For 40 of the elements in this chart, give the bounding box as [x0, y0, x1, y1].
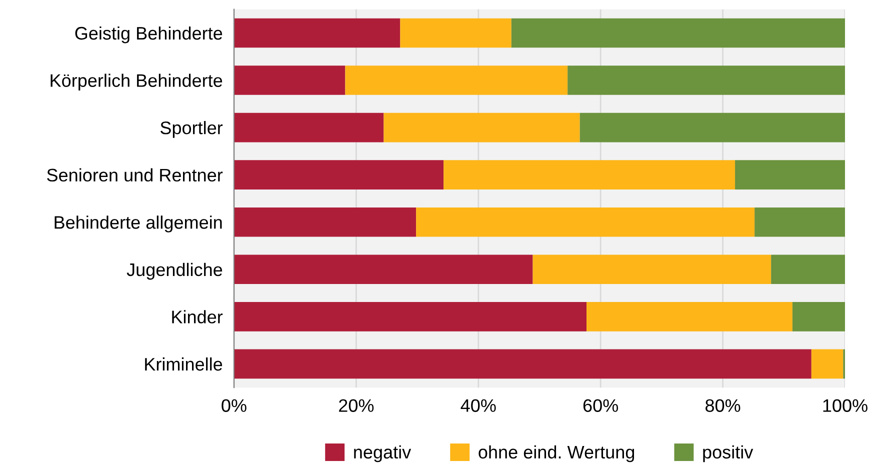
bar	[234, 112, 384, 142]
bar	[234, 349, 812, 379]
bar	[511, 18, 845, 48]
x-tick-label: 100%	[823, 399, 868, 412]
bar	[400, 18, 512, 48]
bar	[234, 160, 444, 190]
bar	[532, 254, 772, 284]
bar	[580, 112, 845, 142]
bar	[735, 160, 845, 190]
bar	[792, 302, 845, 332]
legend-label: ohne eind. Wertung	[478, 445, 634, 462]
bar	[568, 66, 845, 95]
x-tick-label: 0%	[222, 399, 246, 412]
y-tick-label: Geistig Behinderte	[75, 26, 222, 44]
y-tick-label: Jugendliche	[126, 262, 222, 280]
bar	[345, 66, 568, 95]
y-tick-label: Kriminelle	[145, 357, 222, 371]
bar	[234, 254, 533, 284]
legend-label: positiv	[703, 445, 754, 462]
bar	[771, 254, 845, 284]
x-tick-label: 20%	[339, 399, 374, 412]
bar	[444, 160, 736, 190]
y-tick-label: Sportler	[160, 121, 223, 138]
bar	[586, 302, 792, 332]
bar	[754, 207, 845, 237]
bar	[234, 18, 400, 48]
bar	[234, 207, 416, 237]
bar	[416, 207, 755, 237]
bar	[811, 349, 844, 379]
x-tick-label: 80%	[706, 399, 740, 412]
legend-label: negativ	[354, 445, 412, 462]
y-tick-label: Kinder	[172, 310, 223, 324]
y-tick-label: Körperlich Behinderte	[50, 74, 222, 91]
bar	[234, 66, 346, 95]
x-tick-label: 40%	[460, 399, 496, 412]
bar	[234, 302, 587, 332]
y-tick-label: Behinderte allgemein	[54, 216, 222, 232]
bar	[384, 112, 580, 142]
x-tick-label: 60%	[583, 399, 618, 412]
y-tick-label: Senioren und Rentner	[47, 168, 223, 182]
